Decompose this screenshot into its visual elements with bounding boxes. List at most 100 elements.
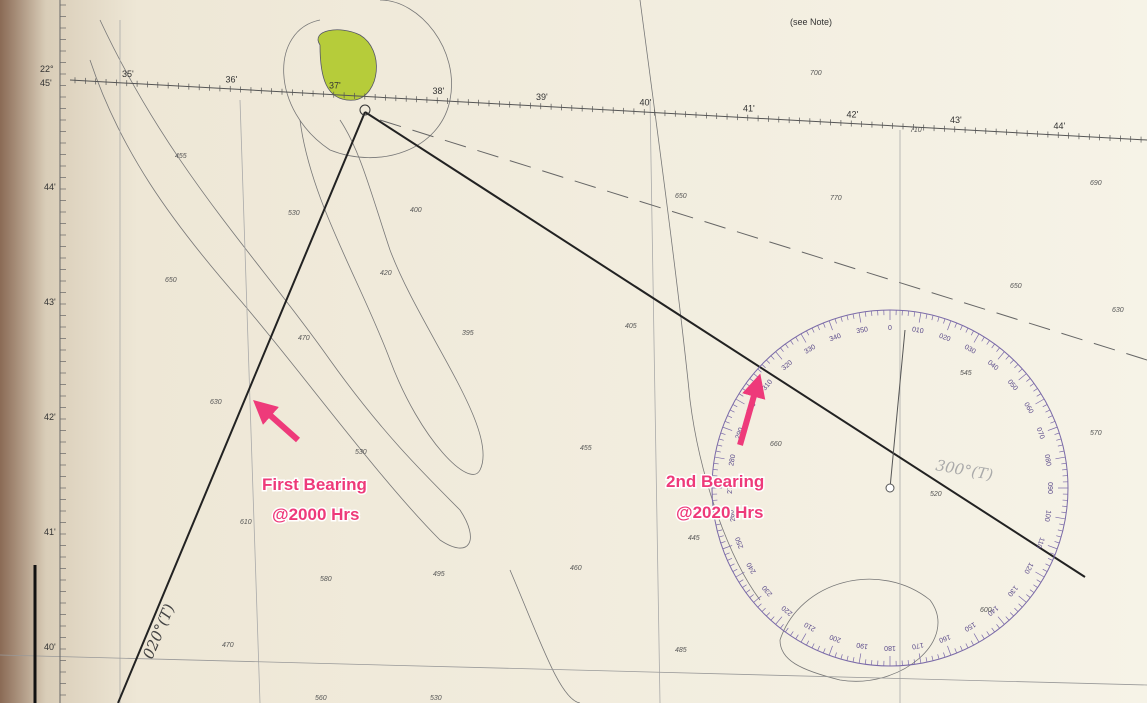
rose-tick	[713, 511, 719, 514]
rose-tick	[1059, 523, 1065, 526]
longitude-label: 38'	[433, 86, 445, 96]
rose-tick	[858, 312, 862, 323]
sounding: 470	[222, 642, 234, 649]
compass-label: 330	[803, 344, 817, 356]
rose-tick	[718, 535, 724, 538]
rose-tick	[770, 355, 775, 360]
rose-tick	[1035, 398, 1045, 405]
rose-tick	[1029, 589, 1035, 593]
latitude-label: 40'	[44, 642, 56, 652]
compass-label: 340	[829, 333, 842, 344]
rose-tick	[811, 327, 815, 333]
rose-tick	[1045, 563, 1051, 567]
rose-tick	[1057, 529, 1063, 532]
rose-tick	[943, 318, 946, 324]
latitude-label: 42'	[44, 412, 56, 422]
rose-tick	[749, 594, 754, 598]
sounding: 630	[210, 399, 222, 406]
sounding: 530	[288, 210, 300, 217]
rose-tick	[871, 310, 873, 316]
rose-tick	[790, 631, 794, 636]
compass-label: 260	[728, 509, 737, 522]
rose-tick	[981, 634, 985, 640]
annotation: First Bearing	[262, 475, 367, 494]
rose-tick	[937, 316, 940, 322]
rose-tick	[1014, 607, 1019, 612]
rose-tick	[822, 322, 826, 328]
rose-center	[885, 483, 895, 493]
rose-tick	[742, 584, 747, 588]
compass-label: 350	[856, 326, 869, 335]
rose-tick	[1029, 383, 1035, 387]
rose-tick	[828, 320, 833, 331]
light-symbol	[359, 104, 371, 116]
sounding: 600	[980, 607, 992, 614]
compass-label: 100	[1043, 509, 1052, 522]
rose-tick	[1014, 364, 1019, 369]
rose-tick	[913, 311, 916, 317]
rose-tick	[1054, 541, 1060, 544]
sounding: 710	[910, 127, 922, 134]
rose-tick	[907, 660, 909, 666]
rose-tick	[954, 322, 958, 328]
rose-tick	[766, 359, 771, 364]
rose-tick	[811, 643, 815, 649]
rose-tick	[732, 404, 738, 408]
rose-tick	[1045, 409, 1051, 413]
rose-tick	[864, 311, 867, 317]
rose-tick	[715, 450, 721, 453]
sounding: 485	[675, 647, 687, 654]
compass-label: 010	[911, 326, 924, 335]
rose-tick	[1057, 444, 1063, 447]
rose-tick	[795, 634, 799, 640]
rose-tick	[729, 409, 735, 413]
rose-tick	[918, 653, 922, 664]
rose-tick	[1009, 612, 1014, 617]
rose-tick	[996, 347, 1000, 352]
rose-tick	[713, 462, 719, 465]
rose-tick	[834, 318, 837, 324]
rose-tick	[775, 616, 783, 625]
annotation: 2nd Bearing	[666, 472, 764, 491]
rose-tick	[943, 652, 946, 658]
compass-label: 280	[728, 454, 737, 467]
sounding: 650	[675, 193, 687, 200]
rose-tick	[724, 420, 730, 424]
compass-label: 0	[888, 325, 892, 332]
compass-label: 180	[884, 644, 896, 651]
longitude-label: 36'	[226, 75, 238, 85]
rose-tick	[1047, 545, 1058, 550]
rose-tick	[1062, 505, 1068, 507]
rose-tick	[780, 624, 784, 629]
rose-tick	[1018, 595, 1027, 603]
rose-tick	[800, 333, 807, 343]
arrow	[253, 400, 300, 443]
rose-tick	[745, 589, 751, 593]
longitude-label: 37'	[329, 80, 341, 90]
rose-tick	[717, 444, 723, 447]
longitude-label: 40'	[640, 98, 652, 108]
sounding: 520	[930, 491, 942, 498]
rose-tick	[715, 523, 721, 526]
rose-tick	[1050, 420, 1056, 424]
rose-tick	[960, 645, 963, 651]
rose-tick	[846, 315, 849, 321]
rose-tick	[770, 616, 775, 621]
rose-tick	[806, 330, 810, 336]
rose-tick	[761, 364, 766, 369]
rose-tick	[834, 652, 837, 658]
rose-tick	[931, 655, 934, 661]
longitude-label: 43'	[950, 115, 962, 125]
rose-tick	[766, 612, 771, 617]
compass-label: 240	[746, 561, 758, 575]
rose-tick	[852, 657, 855, 663]
compass-label: 120	[1022, 561, 1034, 575]
rose-tick	[712, 469, 718, 471]
rose-tick	[1047, 558, 1053, 561]
rose-tick	[817, 645, 820, 651]
rose-tick	[947, 320, 952, 331]
sounding: 700	[810, 70, 822, 77]
rose-needle	[889, 329, 906, 489]
compass-label: 250	[735, 536, 746, 549]
